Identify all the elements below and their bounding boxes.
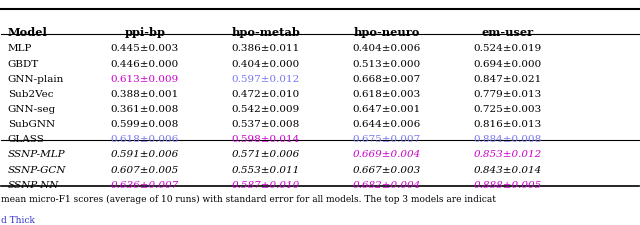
Text: SSNP-NN: SSNP-NN [8,181,59,190]
Text: 0.571±0.006: 0.571±0.006 [232,151,300,160]
Text: 0.644±0.006: 0.644±0.006 [353,120,421,129]
Text: 0.888±0.005: 0.888±0.005 [474,181,542,190]
Text: 0.361±0.008: 0.361±0.008 [111,105,179,114]
Text: 0.853±0.012: 0.853±0.012 [474,151,542,160]
Text: 0.404±0.006: 0.404±0.006 [353,45,421,54]
Text: 0.636±0.007: 0.636±0.007 [111,181,179,190]
Text: 0.675±0.007: 0.675±0.007 [353,135,421,144]
Text: 0.725±0.003: 0.725±0.003 [474,105,542,114]
Text: SubGNN: SubGNN [8,120,55,129]
Text: 0.598±0.014: 0.598±0.014 [232,135,300,144]
Text: mean micro-F1 scores (average of 10 runs) with standard error for all models. Th: mean micro-F1 scores (average of 10 runs… [1,195,497,204]
Text: 0.816±0.013: 0.816±0.013 [474,120,542,129]
Text: GNN-seg: GNN-seg [8,105,56,114]
Text: 0.682±0.004: 0.682±0.004 [353,181,421,190]
Text: GNN-plain: GNN-plain [8,75,64,84]
Text: 0.587±0.010: 0.587±0.010 [232,181,300,190]
Text: 0.445±0.003: 0.445±0.003 [111,45,179,54]
Text: 0.404±0.000: 0.404±0.000 [232,60,300,69]
Text: 0.446±0.000: 0.446±0.000 [111,60,179,69]
Text: GBDT: GBDT [8,60,39,69]
Text: ppi-bp: ppi-bp [124,27,165,38]
Text: 0.669±0.004: 0.669±0.004 [353,151,421,160]
Text: 0.884±0.008: 0.884±0.008 [474,135,542,144]
Text: 0.618±0.003: 0.618±0.003 [353,90,421,99]
Text: GLASS: GLASS [8,135,45,144]
Text: 0.597±0.012: 0.597±0.012 [232,75,300,84]
Text: 0.513±0.000: 0.513±0.000 [353,60,421,69]
Text: Model: Model [8,27,47,38]
Text: 0.668±0.007: 0.668±0.007 [353,75,421,84]
Text: 0.524±0.019: 0.524±0.019 [474,45,542,54]
Text: d Thick: d Thick [1,216,35,225]
Text: 0.618±0.006: 0.618±0.006 [111,135,179,144]
Text: 0.542±0.009: 0.542±0.009 [232,105,300,114]
Text: 0.553±0.011: 0.553±0.011 [232,166,300,175]
Text: 0.607±0.005: 0.607±0.005 [111,166,179,175]
Text: 0.779±0.013: 0.779±0.013 [474,90,542,99]
Text: hpo-metab: hpo-metab [232,27,300,38]
Text: 0.388±0.001: 0.388±0.001 [111,90,179,99]
Text: em-user: em-user [482,27,534,38]
Text: Sub2Vec: Sub2Vec [8,90,53,99]
Text: 0.599±0.008: 0.599±0.008 [111,120,179,129]
Text: 0.386±0.011: 0.386±0.011 [232,45,300,54]
Text: SSNP-GCN: SSNP-GCN [8,166,67,175]
Text: 0.843±0.014: 0.843±0.014 [474,166,542,175]
Text: 0.537±0.008: 0.537±0.008 [232,120,300,129]
Text: 0.667±0.003: 0.667±0.003 [353,166,421,175]
Text: 0.647±0.001: 0.647±0.001 [353,105,421,114]
Text: 0.472±0.010: 0.472±0.010 [232,90,300,99]
Text: MLP: MLP [8,45,32,54]
Text: 0.847±0.021: 0.847±0.021 [474,75,542,84]
Text: 0.591±0.006: 0.591±0.006 [111,151,179,160]
Text: hpo-neuro: hpo-neuro [354,27,420,38]
Text: 0.694±0.000: 0.694±0.000 [474,60,542,69]
Text: SSNP-MLP: SSNP-MLP [8,151,65,160]
Text: 0.613±0.009: 0.613±0.009 [111,75,179,84]
